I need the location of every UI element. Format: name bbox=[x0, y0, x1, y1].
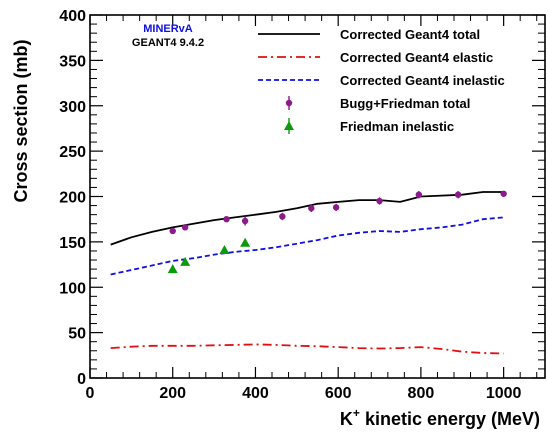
series-line-corrected-geant4-inelastic bbox=[110, 216, 504, 276]
series-line-corrected-geant4-total bbox=[110, 191, 504, 246]
data-point-bugg-friedman-total bbox=[454, 191, 462, 198]
series-line-corrected-geant4-elastic bbox=[110, 343, 504, 355]
data-point-bugg-friedman-total bbox=[415, 191, 423, 198]
legend-swatch-bugg-friedman-total bbox=[285, 99, 293, 107]
y-tick-label: 150 bbox=[59, 235, 86, 252]
data-point-bugg-friedman-total bbox=[169, 227, 176, 235]
x-tick-label: 200 bbox=[159, 385, 186, 402]
data-point-bugg-friedman-total bbox=[332, 204, 340, 211]
geant-version-label: GEANT4 9.4.2 bbox=[132, 37, 204, 49]
x-tick-label: 600 bbox=[325, 385, 352, 402]
data-point-friedman-inelastic bbox=[180, 256, 191, 266]
legend-label-bugg-friedman-total: Bugg+Friedman total bbox=[340, 96, 470, 111]
x-axis-title-main: K bbox=[340, 409, 353, 429]
x-axis-title: K+ kinetic energy (MeV) bbox=[340, 406, 540, 429]
y-tick-label: 100 bbox=[59, 280, 86, 297]
x-tick-label: 0 bbox=[86, 385, 95, 402]
data-point-friedman-inelastic bbox=[167, 264, 178, 274]
data-point-friedman-inelastic bbox=[240, 237, 251, 247]
x-tick-label: 800 bbox=[408, 385, 435, 402]
data-point-bugg-friedman-total bbox=[223, 215, 230, 223]
y-tick-label: 350 bbox=[59, 53, 86, 70]
annotations: MINERvA GEANT4 9.4.2 bbox=[132, 23, 204, 49]
legend: Corrected Geant4 total Corrected Geant4 e… bbox=[258, 27, 505, 134]
y-tick-label: 300 bbox=[59, 99, 86, 116]
data-point-bugg-friedman-total bbox=[181, 224, 189, 231]
legend-label-friedman-inelastic: Friedman inelastic bbox=[340, 119, 454, 134]
plot-content bbox=[110, 190, 507, 355]
x-axis-title-superscript: + bbox=[353, 406, 360, 420]
y-axis-title: Cross section (mb) bbox=[11, 39, 31, 202]
data-point-bugg-friedman-total bbox=[241, 217, 249, 225]
x-axis-title-rest: kinetic energy (MeV) bbox=[360, 409, 540, 429]
x-tick-label: 1000 bbox=[486, 385, 522, 402]
y-tick-label: 50 bbox=[68, 326, 86, 343]
y-tick-label: 0 bbox=[77, 371, 86, 388]
data-point-friedman-inelastic bbox=[219, 245, 230, 255]
x-tick-label: 400 bbox=[242, 385, 269, 402]
y-tick-label: 400 bbox=[59, 8, 86, 25]
legend-label-corrected-geant4-elastic: Corrected Geant4 elastic bbox=[340, 50, 493, 65]
axes: 0 200 400 600 800 1000 0 50 100 150 200 250 300 350 40… bbox=[59, 8, 546, 402]
data-point-bugg-friedman-total bbox=[500, 190, 507, 197]
data-point-bugg-friedman-total bbox=[308, 205, 315, 212]
experiment-label: MINERvA bbox=[143, 23, 193, 35]
legend-swatch-friedman-inelastic bbox=[284, 121, 294, 130]
data-point-bugg-friedman-total bbox=[376, 197, 383, 205]
legend-label-corrected-geant4-total: Corrected Geant4 total bbox=[340, 27, 480, 42]
data-point-bugg-friedman-total bbox=[279, 213, 286, 220]
y-tick-label: 250 bbox=[59, 144, 86, 161]
legend-label-corrected-geant4-inelastic: Corrected Geant4 inelastic bbox=[340, 73, 505, 88]
y-tick-label: 200 bbox=[59, 190, 86, 207]
